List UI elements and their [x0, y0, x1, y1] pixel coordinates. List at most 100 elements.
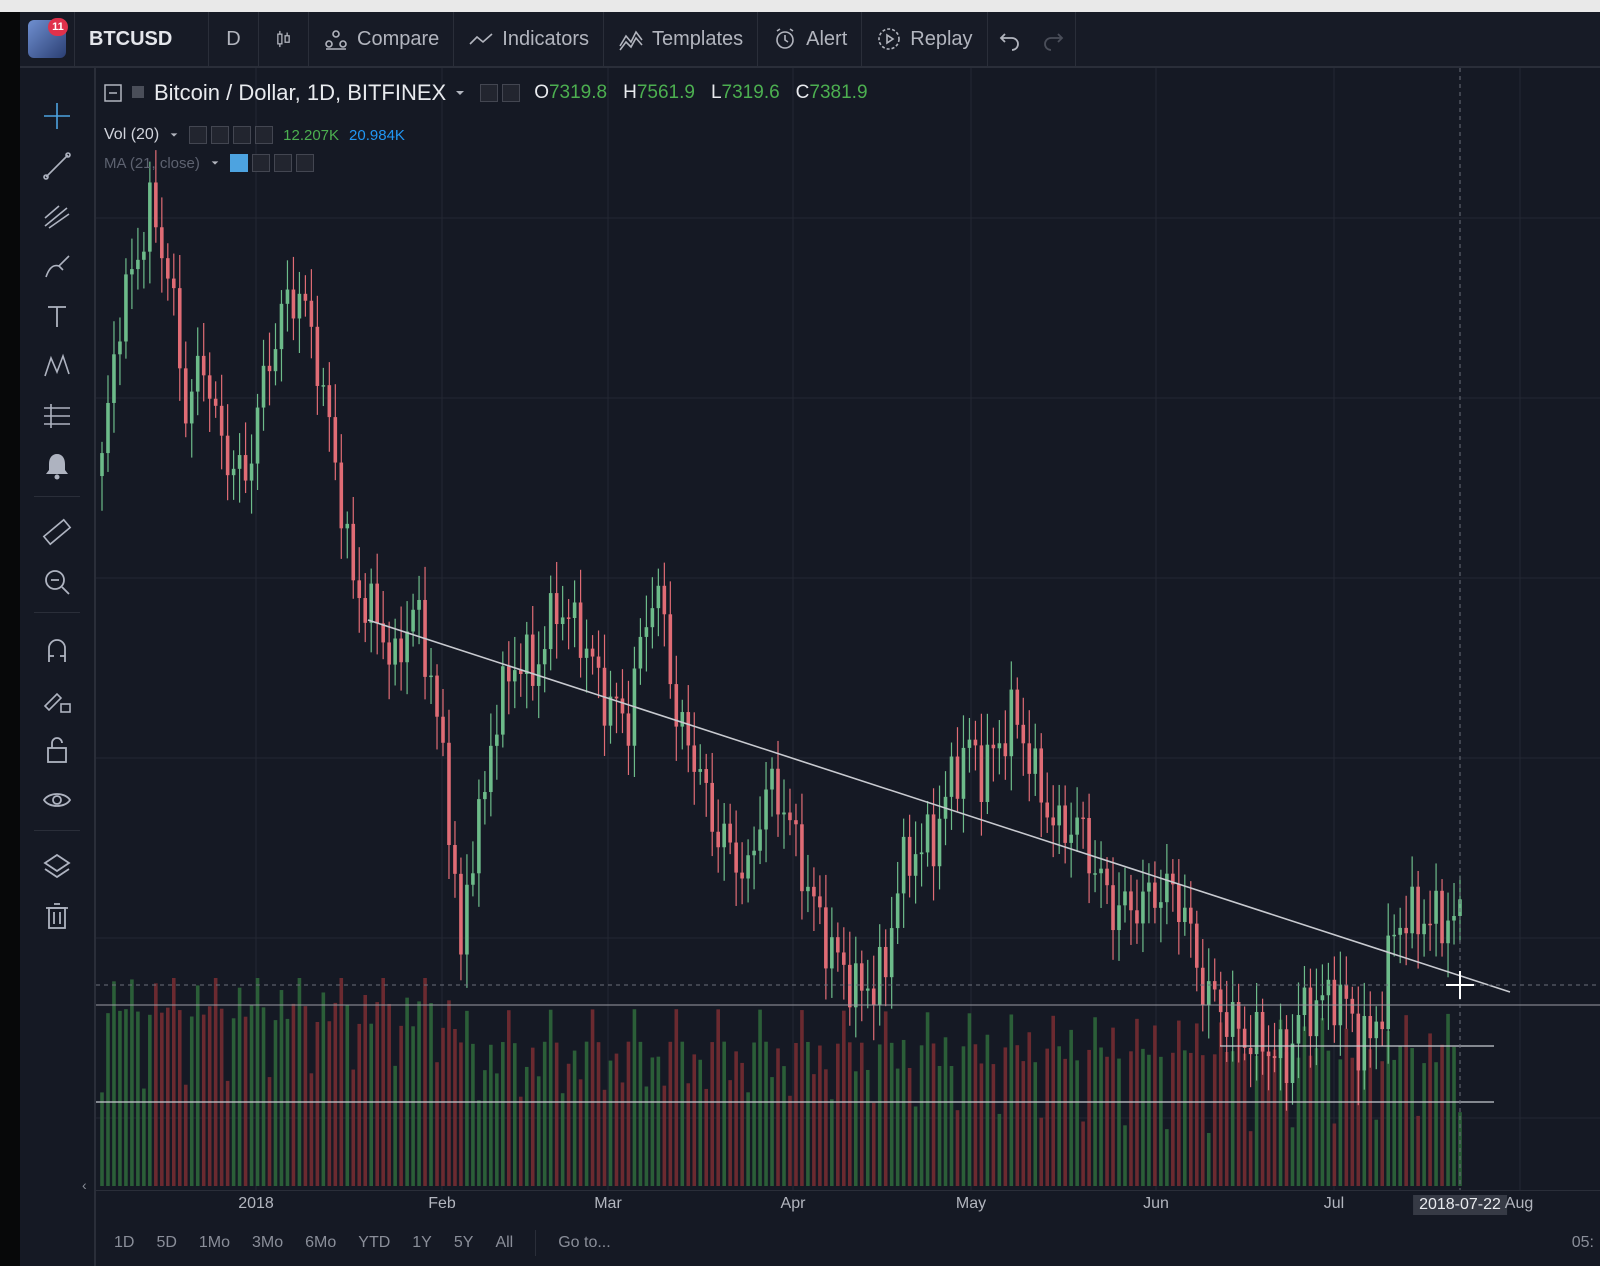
- volume-bar: [1260, 1024, 1265, 1186]
- volume-bar: [1302, 1026, 1307, 1186]
- candle: [459, 873, 463, 955]
- ma-actions[interactable]: [229, 154, 314, 172]
- chart-pane[interactable]: Bitcoin / Dollar, 1D, BITFINEX O7319.8 H…: [96, 68, 1600, 1234]
- candle: [985, 744, 990, 803]
- text-tool[interactable]: [35, 296, 79, 336]
- candle: [1272, 1056, 1277, 1059]
- volume-bar: [608, 1060, 613, 1186]
- symbol-search-button[interactable]: BTCUSD: [75, 12, 209, 66]
- time-axis[interactable]: 2018 Feb Mar Apr May Jun Jul 2018-07-22 …: [96, 1190, 1600, 1219]
- volume-bar: [865, 1069, 870, 1186]
- range-ytd[interactable]: YTD: [358, 1234, 391, 1251]
- volume-bar: [548, 1009, 553, 1186]
- ruler-tool[interactable]: [35, 512, 79, 552]
- magnet-tool[interactable]: [35, 630, 79, 670]
- compare-button[interactable]: Compare: [309, 12, 455, 66]
- candle: [596, 656, 601, 668]
- volume-bar: [824, 1069, 828, 1186]
- pitchfork-tool[interactable]: [35, 196, 79, 236]
- interval-button[interactable]: D: [209, 12, 259, 66]
- volume-bar: [740, 1062, 744, 1186]
- volume-bar: [489, 1044, 493, 1186]
- trendline-tool[interactable]: [35, 146, 79, 186]
- lock-all-tool[interactable]: [35, 730, 79, 770]
- chevron-down-icon[interactable]: [169, 130, 179, 140]
- volume-name[interactable]: Vol (20): [104, 126, 160, 143]
- volume-bar: [112, 981, 116, 1186]
- candle: [309, 300, 314, 327]
- user-menu-button[interactable]: 11: [20, 12, 75, 66]
- collapse-icon[interactable]: [104, 84, 122, 102]
- candle: [818, 896, 822, 908]
- collapse-arrow-icon[interactable]: ‹: [82, 1177, 87, 1193]
- range-3mo[interactable]: 3Mo: [252, 1234, 284, 1251]
- candle: [1380, 1021, 1385, 1030]
- candle: [219, 405, 224, 436]
- indicators-label: Indicators: [502, 27, 589, 50]
- candle: [955, 756, 960, 799]
- chevron-down-icon[interactable]: [210, 158, 220, 168]
- goto-button[interactable]: Go to...: [558, 1234, 611, 1251]
- volume-bar: [207, 1006, 212, 1186]
- indicators-button[interactable]: Indicators: [454, 12, 604, 66]
- candle: [213, 398, 218, 406]
- volume-bar: [459, 1042, 463, 1186]
- candle: [734, 842, 738, 873]
- symbol-title[interactable]: Bitcoin / Dollar, 1D, BITFINEX: [154, 80, 447, 105]
- candle: [1206, 981, 1211, 1006]
- candle: [590, 648, 595, 657]
- candle: [824, 907, 828, 969]
- ma-name[interactable]: MA (21, close): [104, 154, 200, 172]
- candle: [477, 799, 481, 874]
- undo-button[interactable]: [988, 12, 1032, 66]
- candle: [1087, 817, 1091, 874]
- legend-actions[interactable]: [480, 84, 521, 102]
- candle: [1422, 923, 1426, 935]
- candle: [1141, 891, 1145, 924]
- lock-drawing-tool[interactable]: [35, 680, 79, 720]
- replay-button[interactable]: Replay: [862, 12, 988, 66]
- candle: [1314, 1000, 1319, 1037]
- candle: [231, 468, 236, 476]
- range-5d[interactable]: 5D: [156, 1234, 177, 1251]
- object-tree-tool[interactable]: [35, 846, 79, 886]
- range-all[interactable]: All: [495, 1234, 514, 1251]
- candle: [333, 417, 338, 463]
- alert-clock-icon: [776, 28, 794, 49]
- range-1y[interactable]: 1Y: [412, 1234, 432, 1251]
- range-6mo[interactable]: 6Mo: [305, 1234, 337, 1251]
- candle: [201, 355, 206, 376]
- volume-bar: [1278, 1019, 1283, 1186]
- chevron-down-icon[interactable]: [454, 87, 466, 99]
- volume-bar: [1422, 1063, 1426, 1186]
- price-chart[interactable]: [96, 68, 1600, 1190]
- candle: [1033, 748, 1038, 774]
- volume-bar: [1332, 1123, 1337, 1186]
- candle: [166, 258, 170, 279]
- crosshair-tool[interactable]: [35, 96, 79, 136]
- visibility-tool[interactable]: [35, 780, 79, 820]
- volume-bar: [303, 1006, 308, 1186]
- low-value: L7319.6: [710, 82, 780, 103]
- range-1d[interactable]: 1D: [114, 1234, 135, 1251]
- alert-button[interactable]: Alert: [758, 12, 863, 66]
- candle: [830, 937, 834, 969]
- remove-drawings-tool[interactable]: [35, 896, 79, 936]
- measure-tool[interactable]: [35, 396, 79, 436]
- volume-bar: [243, 1016, 248, 1186]
- alert-tool[interactable]: [35, 446, 79, 486]
- brush-tool[interactable]: [35, 246, 79, 286]
- volume-bar: [650, 1057, 655, 1186]
- redo-button[interactable]: [1032, 12, 1076, 66]
- range-1mo[interactable]: 1Mo: [198, 1234, 231, 1251]
- pattern-tool[interactable]: [35, 346, 79, 386]
- range-5y[interactable]: 5Y: [453, 1234, 474, 1251]
- volume-bar: [572, 1050, 577, 1186]
- zoom-tool[interactable]: [35, 562, 79, 602]
- volume-actions[interactable]: [189, 126, 274, 144]
- volume-bar: [1003, 1047, 1008, 1186]
- candle: [1344, 984, 1349, 999]
- candle: [1135, 910, 1139, 924]
- templates-button[interactable]: Templates: [604, 12, 759, 66]
- chart-style-button[interactable]: [259, 12, 309, 66]
